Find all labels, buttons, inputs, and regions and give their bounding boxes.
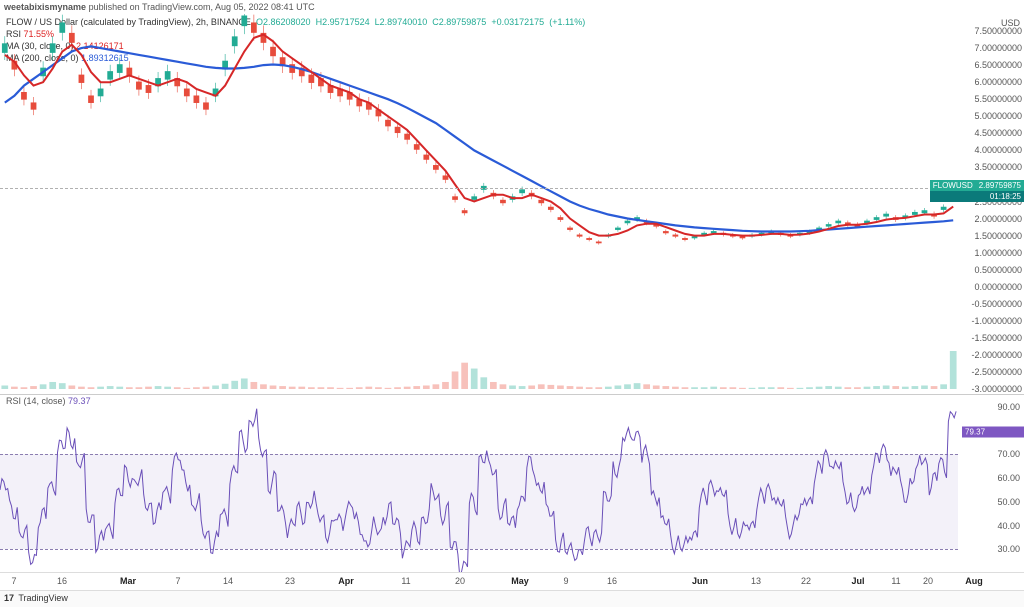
xaxis-label: 7 xyxy=(175,576,180,586)
rsi-current-tag: 79.37 xyxy=(962,427,1024,438)
xaxis-label: Apr xyxy=(338,576,354,586)
xaxis-label: 9 xyxy=(563,576,568,586)
xaxis-label: 16 xyxy=(607,576,617,586)
xaxis-label: Aug xyxy=(965,576,983,586)
footer-brand: TradingView xyxy=(18,593,68,603)
price-ytick: -3.00000000 xyxy=(971,384,1022,394)
price-chart-pane[interactable] xyxy=(0,14,958,389)
xaxis-label: 13 xyxy=(751,576,761,586)
price-ytick: 2.00000000 xyxy=(974,214,1022,224)
price-ytick: -1.50000000 xyxy=(971,333,1022,343)
tradingview-logo-icon: 17 xyxy=(4,593,14,603)
xaxis-label: 23 xyxy=(285,576,295,586)
rsi-yaxis: 90.0080.0070.0060.0050.0040.0030.0079.37 xyxy=(958,394,1024,572)
current-price-tag: FLOWUSD2.89759875 01:18:25 xyxy=(930,181,1024,202)
xaxis-label: Mar xyxy=(120,576,136,586)
xaxis-label: 7 xyxy=(11,576,16,586)
current-price-hline xyxy=(0,188,958,189)
price-ytick: 1.50000000 xyxy=(974,231,1022,241)
rsi-ytick: 70.00 xyxy=(997,449,1020,459)
xaxis-label: Jul xyxy=(851,576,864,586)
footer: 17 TradingView xyxy=(0,590,1024,607)
price-ytick: -1.00000000 xyxy=(971,316,1022,326)
xaxis-label: 14 xyxy=(223,576,233,586)
volume-pane xyxy=(0,350,958,389)
price-ytick: 7.50000000 xyxy=(974,26,1022,36)
xaxis-label: 11 xyxy=(891,576,900,586)
xaxis-label: 22 xyxy=(801,576,811,586)
rsi-ytick: 40.00 xyxy=(997,521,1020,531)
price-ytick: 6.00000000 xyxy=(974,77,1022,87)
xaxis-label: 16 xyxy=(57,576,67,586)
header-published: published on TradingView.com, xyxy=(89,2,213,12)
price-ytick: 1.00000000 xyxy=(974,248,1022,258)
rsi-ytick: 60.00 xyxy=(997,473,1020,483)
price-ytick: -2.00000000 xyxy=(971,350,1022,360)
price-ytick: -2.50000000 xyxy=(971,367,1022,377)
price-ytick: 6.50000000 xyxy=(974,60,1022,70)
rsi-chart-svg xyxy=(0,395,958,573)
header-bar: weetabixismyname published on TradingVie… xyxy=(0,0,1024,14)
price-ytick: 0.00000000 xyxy=(974,282,1022,292)
rsi-ytick: 90.00 xyxy=(997,402,1020,412)
xaxis-label: Jun xyxy=(692,576,708,586)
rsi-chart-pane[interactable] xyxy=(0,394,958,572)
price-ytick: 4.00000000 xyxy=(974,145,1022,155)
xaxis-label: 20 xyxy=(923,576,933,586)
header-user: weetabixismyname xyxy=(4,2,86,12)
price-ytick: -0.50000000 xyxy=(971,299,1022,309)
price-ytick: 0.50000000 xyxy=(974,265,1022,275)
price-ytick: 3.50000000 xyxy=(974,162,1022,172)
rsi-ytick: 30.00 xyxy=(997,544,1020,554)
xaxis-label: 20 xyxy=(455,576,465,586)
price-ytick: 5.00000000 xyxy=(974,111,1022,121)
price-tag-countdown: 01:18:25 xyxy=(930,191,1024,202)
price-ytick: 4.50000000 xyxy=(974,128,1022,138)
xaxis-label: 11 xyxy=(401,576,410,586)
xaxis-label: May xyxy=(511,576,529,586)
price-tag-value: 2.89759875 xyxy=(976,180,1024,191)
volume-svg xyxy=(0,350,958,389)
price-ytick: 5.50000000 xyxy=(974,94,1022,104)
price-ytick: 7.00000000 xyxy=(974,43,1022,53)
price-tag-symbol: FLOWUSD xyxy=(930,180,976,191)
time-xaxis: 7 16 Mar 7 14 23 Apr 11 20 May 9 16 Jun 13 22 Jul 11 20 Au… xyxy=(0,572,1024,590)
header-timestamp: Aug 05, 2022 08:41 UTC xyxy=(215,2,315,12)
price-chart-svg xyxy=(0,14,958,389)
rsi-ytick: 50.00 xyxy=(997,497,1020,507)
